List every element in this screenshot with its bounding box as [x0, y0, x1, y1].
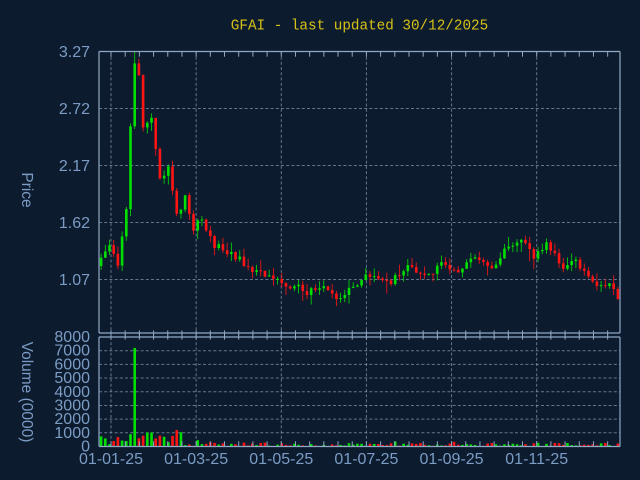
svg-text:1.62: 1.62	[59, 215, 90, 232]
svg-text:3.27: 3.27	[59, 44, 90, 61]
svg-text:01-05-25: 01-05-25	[249, 451, 313, 468]
svg-text:GFAI - last updated 30/12/2025: GFAI - last updated 30/12/2025	[231, 19, 488, 35]
svg-text:1.07: 1.07	[59, 272, 90, 289]
svg-text:Volume (0000): Volume (0000)	[18, 342, 35, 443]
svg-text:01-07-25: 01-07-25	[334, 451, 398, 468]
svg-text:2.72: 2.72	[59, 101, 90, 118]
svg-text:01-03-25: 01-03-25	[164, 451, 228, 468]
svg-text:01-09-25: 01-09-25	[420, 451, 484, 468]
svg-text:01-01-25: 01-01-25	[79, 451, 143, 468]
svg-text:2.17: 2.17	[59, 158, 90, 175]
svg-text:01-11-25: 01-11-25	[505, 451, 568, 468]
svg-text:Price: Price	[18, 172, 35, 207]
